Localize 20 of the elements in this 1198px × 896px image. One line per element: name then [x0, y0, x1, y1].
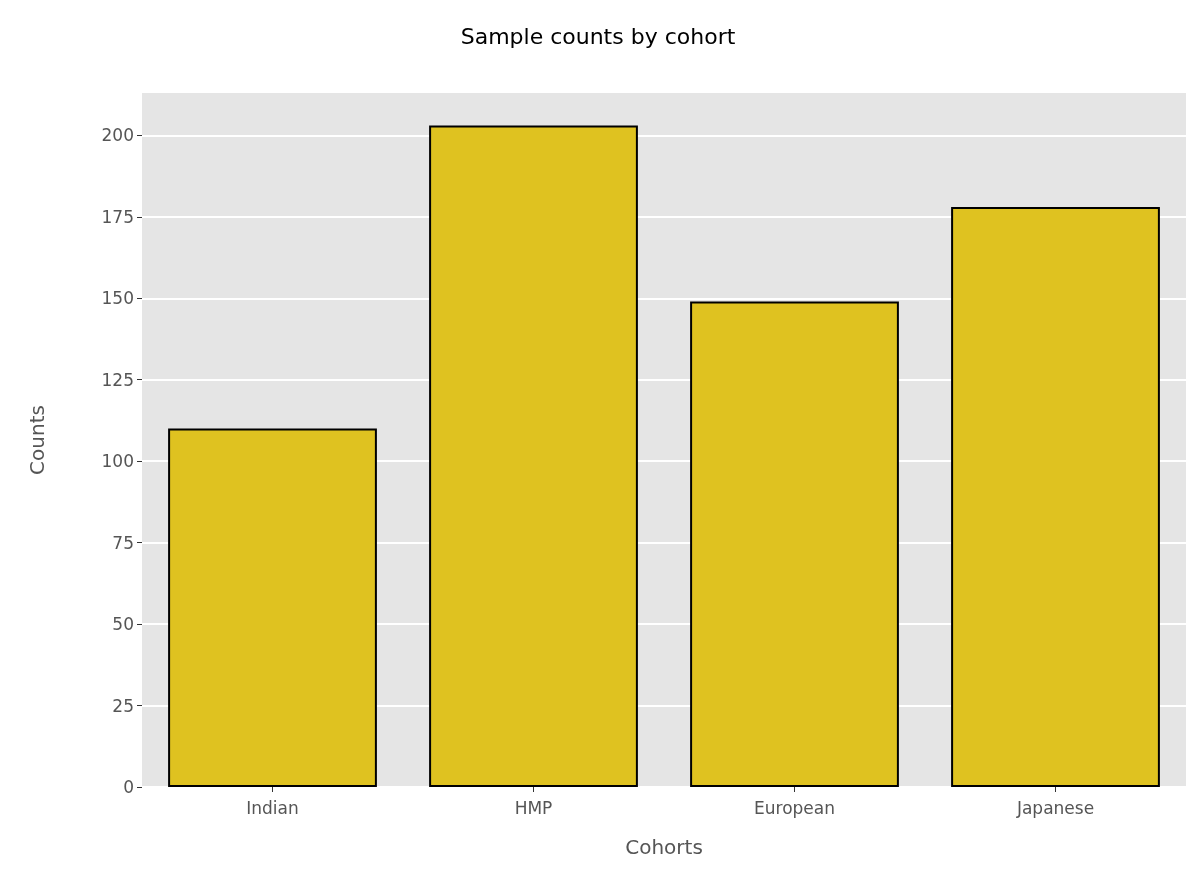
x-axis-title: Cohorts [625, 835, 703, 859]
x-tick-label: European [754, 797, 835, 818]
x-tick-label: Indian [246, 797, 299, 818]
y-axis-title: Counts [25, 405, 49, 475]
bar [951, 207, 1160, 787]
bar [429, 125, 638, 787]
x-tick-label: HMP [514, 797, 553, 818]
x-tick-label: Japanese [1015, 797, 1095, 818]
bar [690, 301, 899, 787]
y-tick-label: 50 [112, 614, 134, 635]
y-tick-label: 100 [101, 451, 134, 472]
y-tick-label: 175 [101, 206, 134, 227]
bar [168, 428, 377, 787]
y-tick-label: 150 [101, 288, 134, 309]
y-tick-label: 0 [123, 777, 134, 797]
chart-title: Sample counts by cohort [460, 23, 736, 49]
y-tick-label: 25 [112, 695, 134, 716]
y-tick-label: 125 [101, 369, 134, 390]
y-tick-label: 75 [112, 532, 134, 553]
y-tick-label: 200 [101, 125, 134, 146]
